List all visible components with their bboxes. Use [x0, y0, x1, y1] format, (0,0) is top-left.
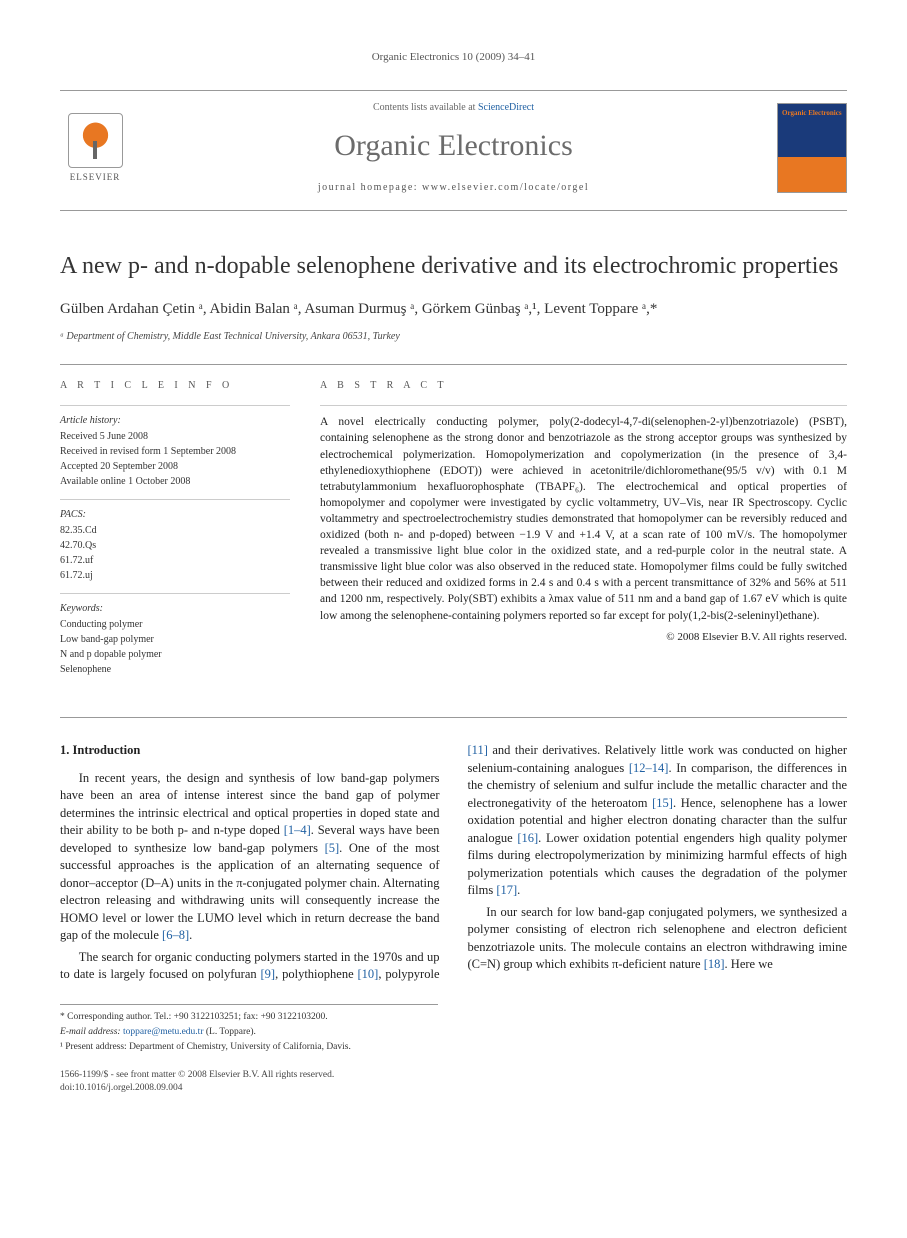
homepage-line: journal homepage: www.elsevier.com/locat…: [150, 181, 757, 195]
journal-name: Organic Electronics: [150, 125, 757, 167]
elsevier-logo: ELSEVIER: [60, 108, 130, 188]
abstract-copyright: © 2008 Elsevier B.V. All rights reserved…: [320, 630, 847, 645]
info-abstract-row: A R T I C L E I N F O Article history: R…: [60, 364, 847, 687]
body-paragraph: In our search for low band-gap conjugate…: [468, 904, 848, 974]
section-heading: 1. Introduction: [60, 742, 440, 760]
abstract-heading: A B S T R A C T: [320, 379, 847, 393]
pacs-line: 82.35.Cd: [60, 524, 290, 538]
cover-thumb-title: Organic Electronics: [782, 110, 842, 118]
keyword-line: N and p dopable polymer: [60, 648, 290, 662]
present-address: ¹ Present address: Department of Chemist…: [60, 1041, 438, 1054]
article-info: A R T I C L E I N F O Article history: R…: [60, 379, 290, 687]
email-label: E-mail address:: [60, 1027, 121, 1037]
footnotes: * Corresponding author. Tel.: +90 312210…: [60, 1004, 438, 1055]
journal-cover-thumb: Organic Electronics: [777, 103, 847, 193]
affiliation: ᵃ Department of Chemistry, Middle East T…: [60, 330, 847, 344]
pacs-line: 61.72.uj: [60, 569, 290, 583]
history-label: Article history:: [60, 405, 290, 428]
keyword-line: Low band-gap polymer: [60, 633, 290, 647]
header-center: Contents lists available at ScienceDirec…: [150, 101, 757, 195]
keywords-label: Keywords:: [60, 593, 290, 616]
publisher-label: ELSEVIER: [70, 171, 121, 184]
section-divider: [60, 717, 847, 718]
corresponding-author: * Corresponding author. Tel.: +90 312210…: [60, 1011, 438, 1024]
elsevier-tree-icon: [68, 113, 123, 168]
keyword-line: Conducting polymer: [60, 618, 290, 632]
front-matter-line: 1566-1199/$ - see front matter © 2008 El…: [60, 1069, 847, 1082]
authors: Gülben Ardahan Çetin ᵃ, Abidin Balan ᵃ, …: [60, 299, 847, 320]
email-line: E-mail address: toppare@metu.edu.tr (L. …: [60, 1026, 438, 1039]
contents-prefix: Contents lists available at: [373, 102, 478, 113]
footer-meta: 1566-1199/$ - see front matter © 2008 El…: [60, 1069, 847, 1096]
article-info-heading: A R T I C L E I N F O: [60, 379, 290, 393]
email-who: (L. Toppare).: [206, 1027, 256, 1037]
doi-line: doi:10.1016/j.orgel.2008.09.004: [60, 1082, 847, 1095]
abstract-body: A novel electrically conducting polymer,…: [320, 405, 847, 623]
keyword-line: Selenophene: [60, 663, 290, 677]
running-head: Organic Electronics 10 (2009) 34–41: [60, 50, 847, 65]
history-line: Available online 1 October 2008: [60, 475, 290, 489]
history-line: Received 5 June 2008: [60, 430, 290, 444]
body-text: 1. Introduction In recent years, the des…: [60, 742, 847, 984]
pacs-line: 42.70.Qs: [60, 539, 290, 553]
history-line: Received in revised form 1 September 200…: [60, 445, 290, 459]
journal-header: ELSEVIER Contents lists available at Sci…: [60, 90, 847, 211]
email-link[interactable]: toppare@metu.edu.tr: [123, 1027, 204, 1037]
pacs-line: 61.72.uf: [60, 554, 290, 568]
sciencedirect-link[interactable]: ScienceDirect: [478, 102, 534, 113]
abstract: A B S T R A C T A novel electrically con…: [320, 379, 847, 687]
contents-line: Contents lists available at ScienceDirec…: [150, 101, 757, 115]
pacs-label: PACS:: [60, 499, 290, 522]
history-line: Accepted 20 September 2008: [60, 460, 290, 474]
article-title: A new p- and n-dopable selenophene deriv…: [60, 251, 847, 281]
body-paragraph: In recent years, the design and synthesi…: [60, 770, 440, 945]
